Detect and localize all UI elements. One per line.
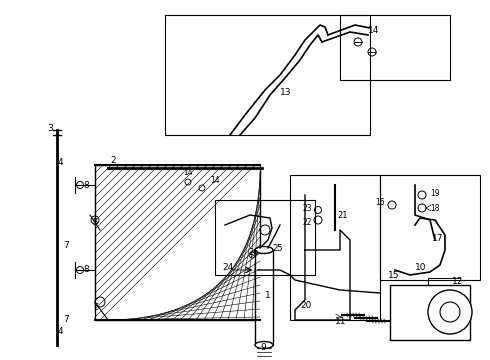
- Text: 4: 4: [58, 328, 64, 337]
- Text: 23: 23: [302, 203, 312, 212]
- Bar: [95, 165, 260, 320]
- Bar: [165, 15, 370, 135]
- Text: 5: 5: [92, 217, 97, 226]
- Bar: [255, 250, 273, 345]
- Bar: [215, 200, 315, 275]
- Text: 12: 12: [452, 278, 464, 287]
- Text: 10: 10: [415, 264, 426, 273]
- Text: 17: 17: [432, 234, 443, 243]
- Bar: [290, 175, 380, 320]
- Text: 6: 6: [93, 303, 98, 312]
- Text: 26: 26: [248, 248, 259, 257]
- Bar: [380, 175, 480, 280]
- Text: 14: 14: [210, 176, 220, 185]
- Bar: [390, 285, 470, 340]
- Text: 7: 7: [63, 240, 69, 249]
- Text: 2: 2: [110, 156, 116, 165]
- Text: 13: 13: [280, 87, 292, 96]
- Ellipse shape: [255, 247, 273, 253]
- Text: 15: 15: [388, 270, 399, 279]
- Text: 14: 14: [368, 26, 379, 35]
- Text: 9: 9: [260, 343, 266, 352]
- Ellipse shape: [255, 342, 273, 348]
- Text: 21: 21: [337, 211, 347, 220]
- Text: 25: 25: [272, 243, 283, 252]
- Text: 11: 11: [335, 318, 346, 327]
- Bar: [340, 15, 450, 80]
- Circle shape: [440, 302, 460, 322]
- Text: 24: 24: [222, 264, 233, 273]
- Text: 7: 7: [63, 315, 69, 324]
- Text: 4: 4: [58, 158, 64, 166]
- Text: 14: 14: [183, 167, 193, 176]
- Circle shape: [428, 290, 472, 334]
- Text: 8: 8: [83, 180, 89, 189]
- Text: 3: 3: [47, 123, 53, 132]
- Text: 19: 19: [430, 189, 440, 198]
- Text: 16: 16: [375, 198, 385, 207]
- Text: 18: 18: [430, 203, 440, 212]
- Text: 8: 8: [83, 266, 89, 274]
- Text: 22: 22: [302, 217, 312, 226]
- Text: 20: 20: [300, 301, 311, 310]
- Text: 1: 1: [265, 291, 271, 300]
